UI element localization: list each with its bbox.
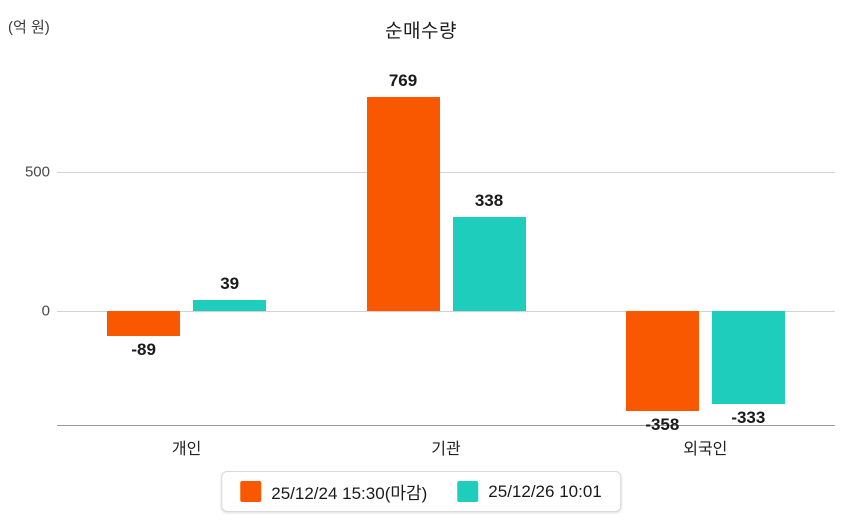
category-label-외국인: 외국인 xyxy=(683,441,728,458)
chart-legend: 25/12/24 15:30(마감) 25/12/26 10:01 xyxy=(221,471,621,512)
bar-개인-series-1[interactable] xyxy=(193,300,267,311)
chart-title: 순매수량 xyxy=(385,21,457,42)
gridline-0 xyxy=(57,311,835,312)
bar-기관-series-0[interactable] xyxy=(366,97,440,311)
legend-item-series-0[interactable]: 25/12/24 15:30(마감) xyxy=(240,479,427,504)
category-label-개인: 개인 xyxy=(171,441,202,458)
bar-기관-series-1[interactable] xyxy=(452,217,526,311)
y-axis-unit-label: (억 원) xyxy=(8,19,50,36)
gridline-500 xyxy=(57,172,835,173)
legend-swatch-icon-series-1 xyxy=(457,481,479,502)
bar-value-label-외국인-series-0: -358 xyxy=(645,414,680,434)
bar-개인-series-0[interactable] xyxy=(107,311,181,336)
bar-value-label-외국인-series-1: -333 xyxy=(731,407,766,427)
y-axis-tick-labels: 500 0 xyxy=(0,60,50,426)
bar-value-label-개인-series-0: -89 xyxy=(131,339,156,359)
y-tick-label-0: 0 xyxy=(41,302,50,320)
bar-외국인-series-0[interactable] xyxy=(625,311,699,411)
legend-swatch-icon-series-0 xyxy=(240,481,262,502)
legend-label-series-0: 25/12/24 15:30(마감) xyxy=(271,484,428,503)
bar-value-label-기관-series-0: 769 xyxy=(388,71,418,91)
bar-value-label-개인-series-1: 39 xyxy=(220,274,240,294)
plot-area: -89 39 개인 769 338 기관 -358 -333 외국인 xyxy=(57,60,835,458)
y-tick-label-500: 500 xyxy=(24,163,50,181)
legend-label-series-1: 25/12/26 10:01 xyxy=(488,481,602,501)
category-label-기관: 기관 xyxy=(431,441,461,458)
legend-item-series-1[interactable]: 25/12/26 10:01 xyxy=(457,481,602,502)
bar-외국인-series-1[interactable] xyxy=(711,311,785,404)
bar-value-label-기관-series-1: 338 xyxy=(474,191,504,211)
x-axis-line xyxy=(57,425,835,426)
